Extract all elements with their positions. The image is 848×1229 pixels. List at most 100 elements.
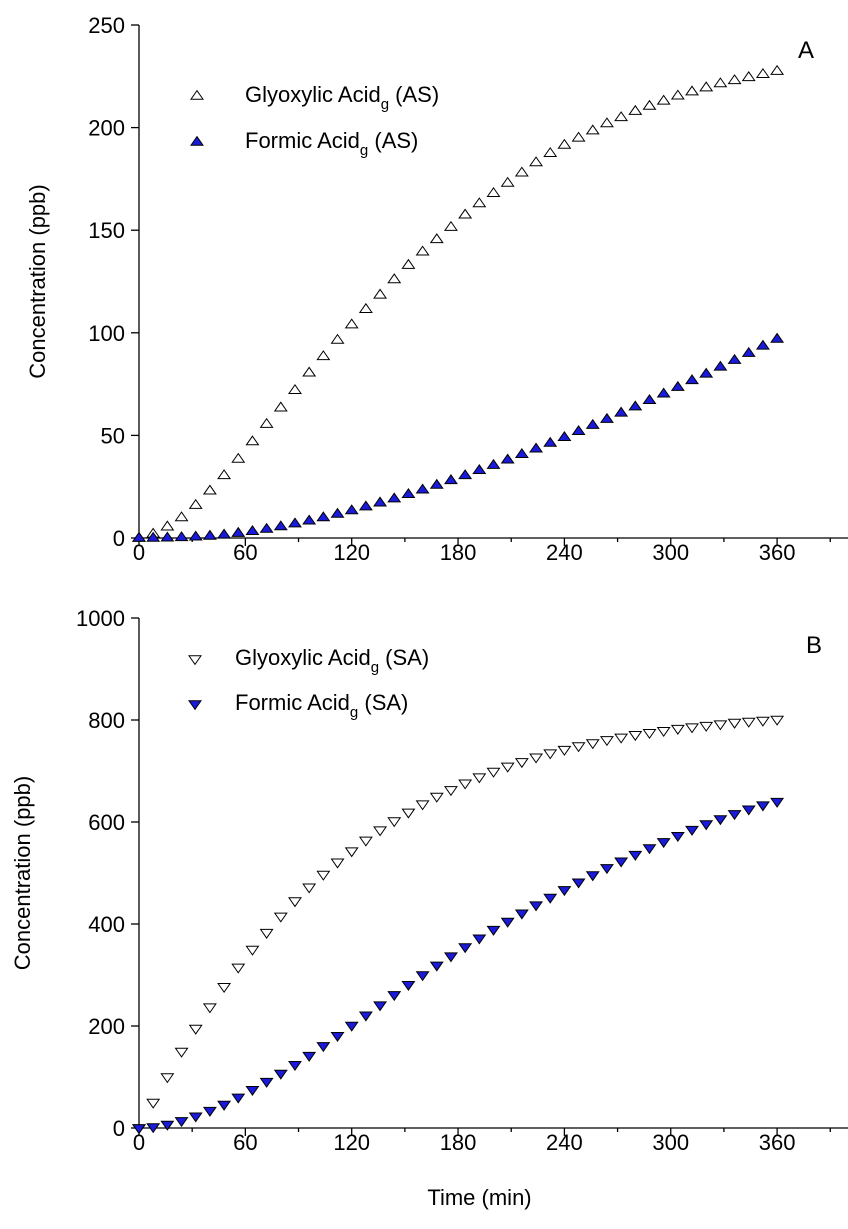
data-point [486, 925, 501, 936]
data-point [217, 982, 232, 994]
data-point [273, 912, 288, 923]
data-point [358, 500, 373, 511]
chart-panel-b: 0 200 400 600 800 1000 0 60 120 180 240 300 360 Conce… [10, 606, 848, 1210]
data-point [160, 520, 175, 531]
data-point [344, 504, 359, 515]
data-point [245, 435, 260, 446]
data-point [387, 817, 402, 828]
data-point [132, 1124, 146, 1135]
data-point [273, 1069, 288, 1080]
data-point [685, 85, 699, 96]
x-tick-label: 180 [440, 540, 477, 565]
data-point [146, 1123, 161, 1134]
data-point [741, 71, 756, 82]
data-point [401, 980, 416, 991]
data-point [259, 928, 274, 939]
data-point [174, 1117, 189, 1128]
data-point [174, 511, 189, 522]
data-point [755, 716, 770, 727]
data-point [358, 836, 373, 847]
data-point [755, 339, 770, 350]
data-point [415, 245, 430, 256]
data-point [316, 870, 331, 881]
data-point [685, 723, 699, 734]
data-point [188, 498, 203, 509]
panel-label: A [798, 37, 814, 64]
data-point [713, 77, 728, 88]
data-point [599, 864, 614, 875]
data-point [628, 104, 643, 115]
x-tick-label: 120 [333, 1130, 370, 1155]
data-point [330, 858, 345, 869]
chart-panel-a: 0 50 100 150 200 250 0 60 120 180 240 300 360 Concent… [25, 13, 848, 565]
data-point [288, 383, 302, 394]
x-tick-label: 60 [233, 540, 257, 565]
data-point [472, 197, 487, 208]
data-point [741, 346, 756, 357]
x-tick-label: 240 [546, 540, 583, 565]
y-tick-label: 200 [88, 1014, 125, 1039]
data-point [727, 718, 742, 729]
data-point [472, 464, 487, 475]
legend-marker [188, 655, 202, 666]
data-point [316, 511, 331, 522]
data-point [614, 733, 629, 744]
data-point [273, 520, 288, 531]
y-tick-label: 250 [88, 13, 125, 38]
data-point [614, 857, 629, 868]
y-tick-label: 400 [88, 912, 125, 937]
data-point [656, 94, 671, 105]
data-point [770, 64, 785, 75]
y-tick-label: 0 [113, 526, 125, 551]
panel-label: B [806, 632, 822, 659]
data-point [174, 531, 189, 542]
data-point [188, 1112, 203, 1123]
data-point [699, 721, 714, 732]
data-point [514, 758, 529, 769]
data-point [415, 483, 430, 494]
data-point [670, 724, 685, 735]
data-point [401, 488, 416, 499]
data-point [146, 531, 161, 542]
data-point [557, 138, 572, 149]
data-point [259, 522, 274, 533]
data-point [302, 883, 317, 894]
data-point [302, 1051, 317, 1062]
data-point [628, 731, 643, 742]
data-point [514, 909, 529, 920]
data-point [585, 418, 600, 429]
data-point [543, 146, 558, 157]
data-point [713, 360, 728, 371]
data-point [245, 1086, 260, 1097]
data-point [571, 878, 586, 889]
data-point [415, 971, 430, 982]
data-point [458, 469, 473, 480]
data-point [642, 729, 657, 740]
legend-marker [190, 89, 204, 100]
data-point [245, 524, 260, 535]
data-point [202, 1003, 217, 1014]
data-point [302, 514, 317, 525]
data-point [543, 749, 558, 760]
data-point [330, 1031, 345, 1042]
data-point [160, 1073, 175, 1084]
data-point [699, 367, 714, 378]
data-point [444, 786, 458, 797]
y-tick-label: 100 [88, 321, 125, 346]
data-point [685, 374, 699, 385]
data-point [543, 436, 558, 447]
data-point [557, 745, 572, 756]
data-point [160, 531, 175, 542]
data-point [231, 526, 246, 537]
data-point [585, 871, 600, 882]
data-point [373, 288, 388, 299]
legend-entry: Formic Acidg (AS) [245, 128, 418, 159]
data-point [571, 131, 586, 142]
legend-entry: Glyoxylic Acidg (AS) [245, 82, 439, 113]
data-point [231, 452, 246, 463]
series-glyoxylic [132, 64, 785, 542]
data-point [429, 233, 444, 244]
data-point [628, 850, 643, 861]
data-point [387, 991, 402, 1002]
